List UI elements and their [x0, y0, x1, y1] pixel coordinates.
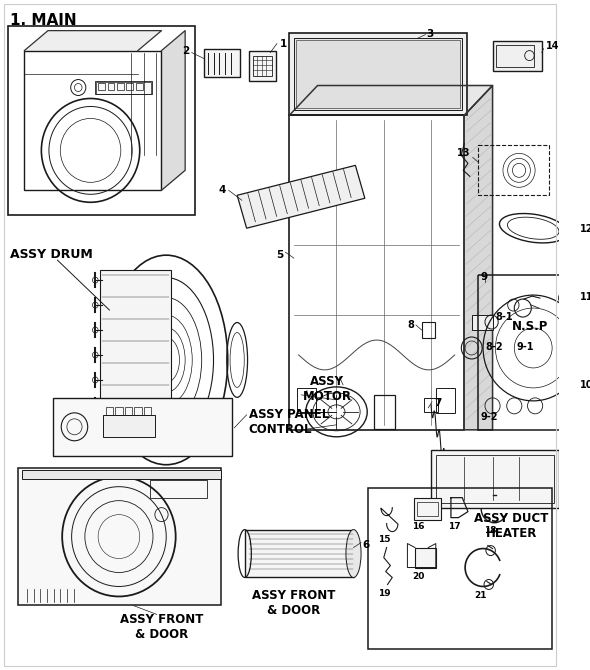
Bar	[115, 407, 123, 415]
Bar	[296, 40, 460, 109]
Bar	[424, 398, 438, 412]
Bar	[294, 38, 463, 111]
Text: 16: 16	[412, 522, 425, 531]
Bar	[436, 455, 554, 502]
Bar	[21, 470, 221, 478]
Polygon shape	[24, 31, 162, 51]
Bar	[18, 468, 221, 606]
Text: 1: 1	[280, 39, 287, 49]
Bar	[95, 80, 152, 94]
Ellipse shape	[346, 529, 361, 578]
Bar	[496, 45, 534, 66]
Bar	[204, 49, 240, 76]
Text: 4: 4	[218, 186, 226, 196]
Text: ASSY DUCT
HEATER: ASSY DUCT HEATER	[474, 512, 549, 539]
Text: 10: 10	[579, 380, 590, 390]
Text: ASSY
MOTOR: ASSY MOTOR	[303, 375, 352, 403]
Text: 8-1: 8-1	[496, 312, 513, 322]
Bar	[136, 82, 143, 90]
Text: 9-2: 9-2	[480, 412, 498, 422]
Polygon shape	[162, 31, 185, 190]
Text: 18: 18	[484, 525, 497, 535]
Bar	[150, 480, 207, 498]
Bar	[414, 498, 441, 520]
Polygon shape	[289, 86, 493, 115]
Text: 14: 14	[546, 41, 559, 51]
Bar	[250, 51, 276, 80]
Text: 3: 3	[427, 29, 434, 39]
Text: 20: 20	[412, 572, 425, 580]
Bar	[436, 388, 455, 413]
Bar	[126, 82, 133, 90]
Bar	[478, 145, 549, 195]
Text: ASSY FRONT
& DOOR: ASSY FRONT & DOOR	[120, 614, 203, 641]
Bar	[53, 398, 232, 456]
Text: 5: 5	[276, 250, 284, 260]
Bar	[143, 407, 151, 415]
Text: 8-2: 8-2	[485, 342, 503, 352]
Bar	[106, 407, 113, 415]
Text: 8: 8	[407, 320, 414, 330]
Text: 12: 12	[579, 224, 590, 234]
Bar	[493, 41, 542, 70]
Text: 9: 9	[480, 272, 487, 282]
Bar	[368, 488, 552, 649]
Bar	[117, 82, 124, 90]
Text: 11: 11	[579, 292, 590, 302]
Text: 15: 15	[378, 535, 391, 543]
Text: 6: 6	[362, 539, 369, 549]
Bar	[103, 415, 155, 437]
Bar	[96, 82, 151, 94]
Text: 21: 21	[474, 592, 487, 600]
Bar	[107, 82, 114, 90]
Bar	[8, 25, 195, 215]
Text: 9-1: 9-1	[516, 342, 534, 352]
Bar	[417, 502, 438, 516]
Bar	[98, 82, 105, 90]
Bar	[422, 322, 435, 338]
Polygon shape	[237, 165, 365, 228]
Bar	[374, 395, 395, 429]
Text: 2: 2	[183, 46, 190, 56]
Text: ASSY DRUM: ASSY DRUM	[10, 248, 93, 261]
Bar	[478, 275, 590, 429]
Text: 13: 13	[457, 148, 471, 158]
Bar	[245, 529, 353, 578]
Text: ASSY PANEL
CONTROL: ASSY PANEL CONTROL	[248, 408, 329, 436]
Bar	[289, 33, 467, 115]
Polygon shape	[464, 86, 493, 429]
Bar	[124, 407, 132, 415]
Bar	[134, 407, 142, 415]
Text: 19: 19	[378, 590, 391, 598]
Bar	[415, 547, 436, 567]
Bar	[289, 115, 464, 429]
Text: N.S.P: N.S.P	[512, 320, 549, 333]
Text: 1. MAIN: 1. MAIN	[10, 13, 77, 27]
Text: i: i	[305, 390, 307, 396]
Text: 17: 17	[448, 522, 461, 531]
Bar	[253, 56, 272, 76]
Text: 7: 7	[434, 398, 441, 408]
Bar	[100, 270, 171, 455]
Bar	[431, 450, 559, 508]
Bar	[24, 51, 162, 190]
Text: ASSY FRONT
& DOOR: ASSY FRONT & DOOR	[253, 590, 336, 618]
Bar	[472, 315, 493, 330]
Bar	[297, 388, 316, 413]
